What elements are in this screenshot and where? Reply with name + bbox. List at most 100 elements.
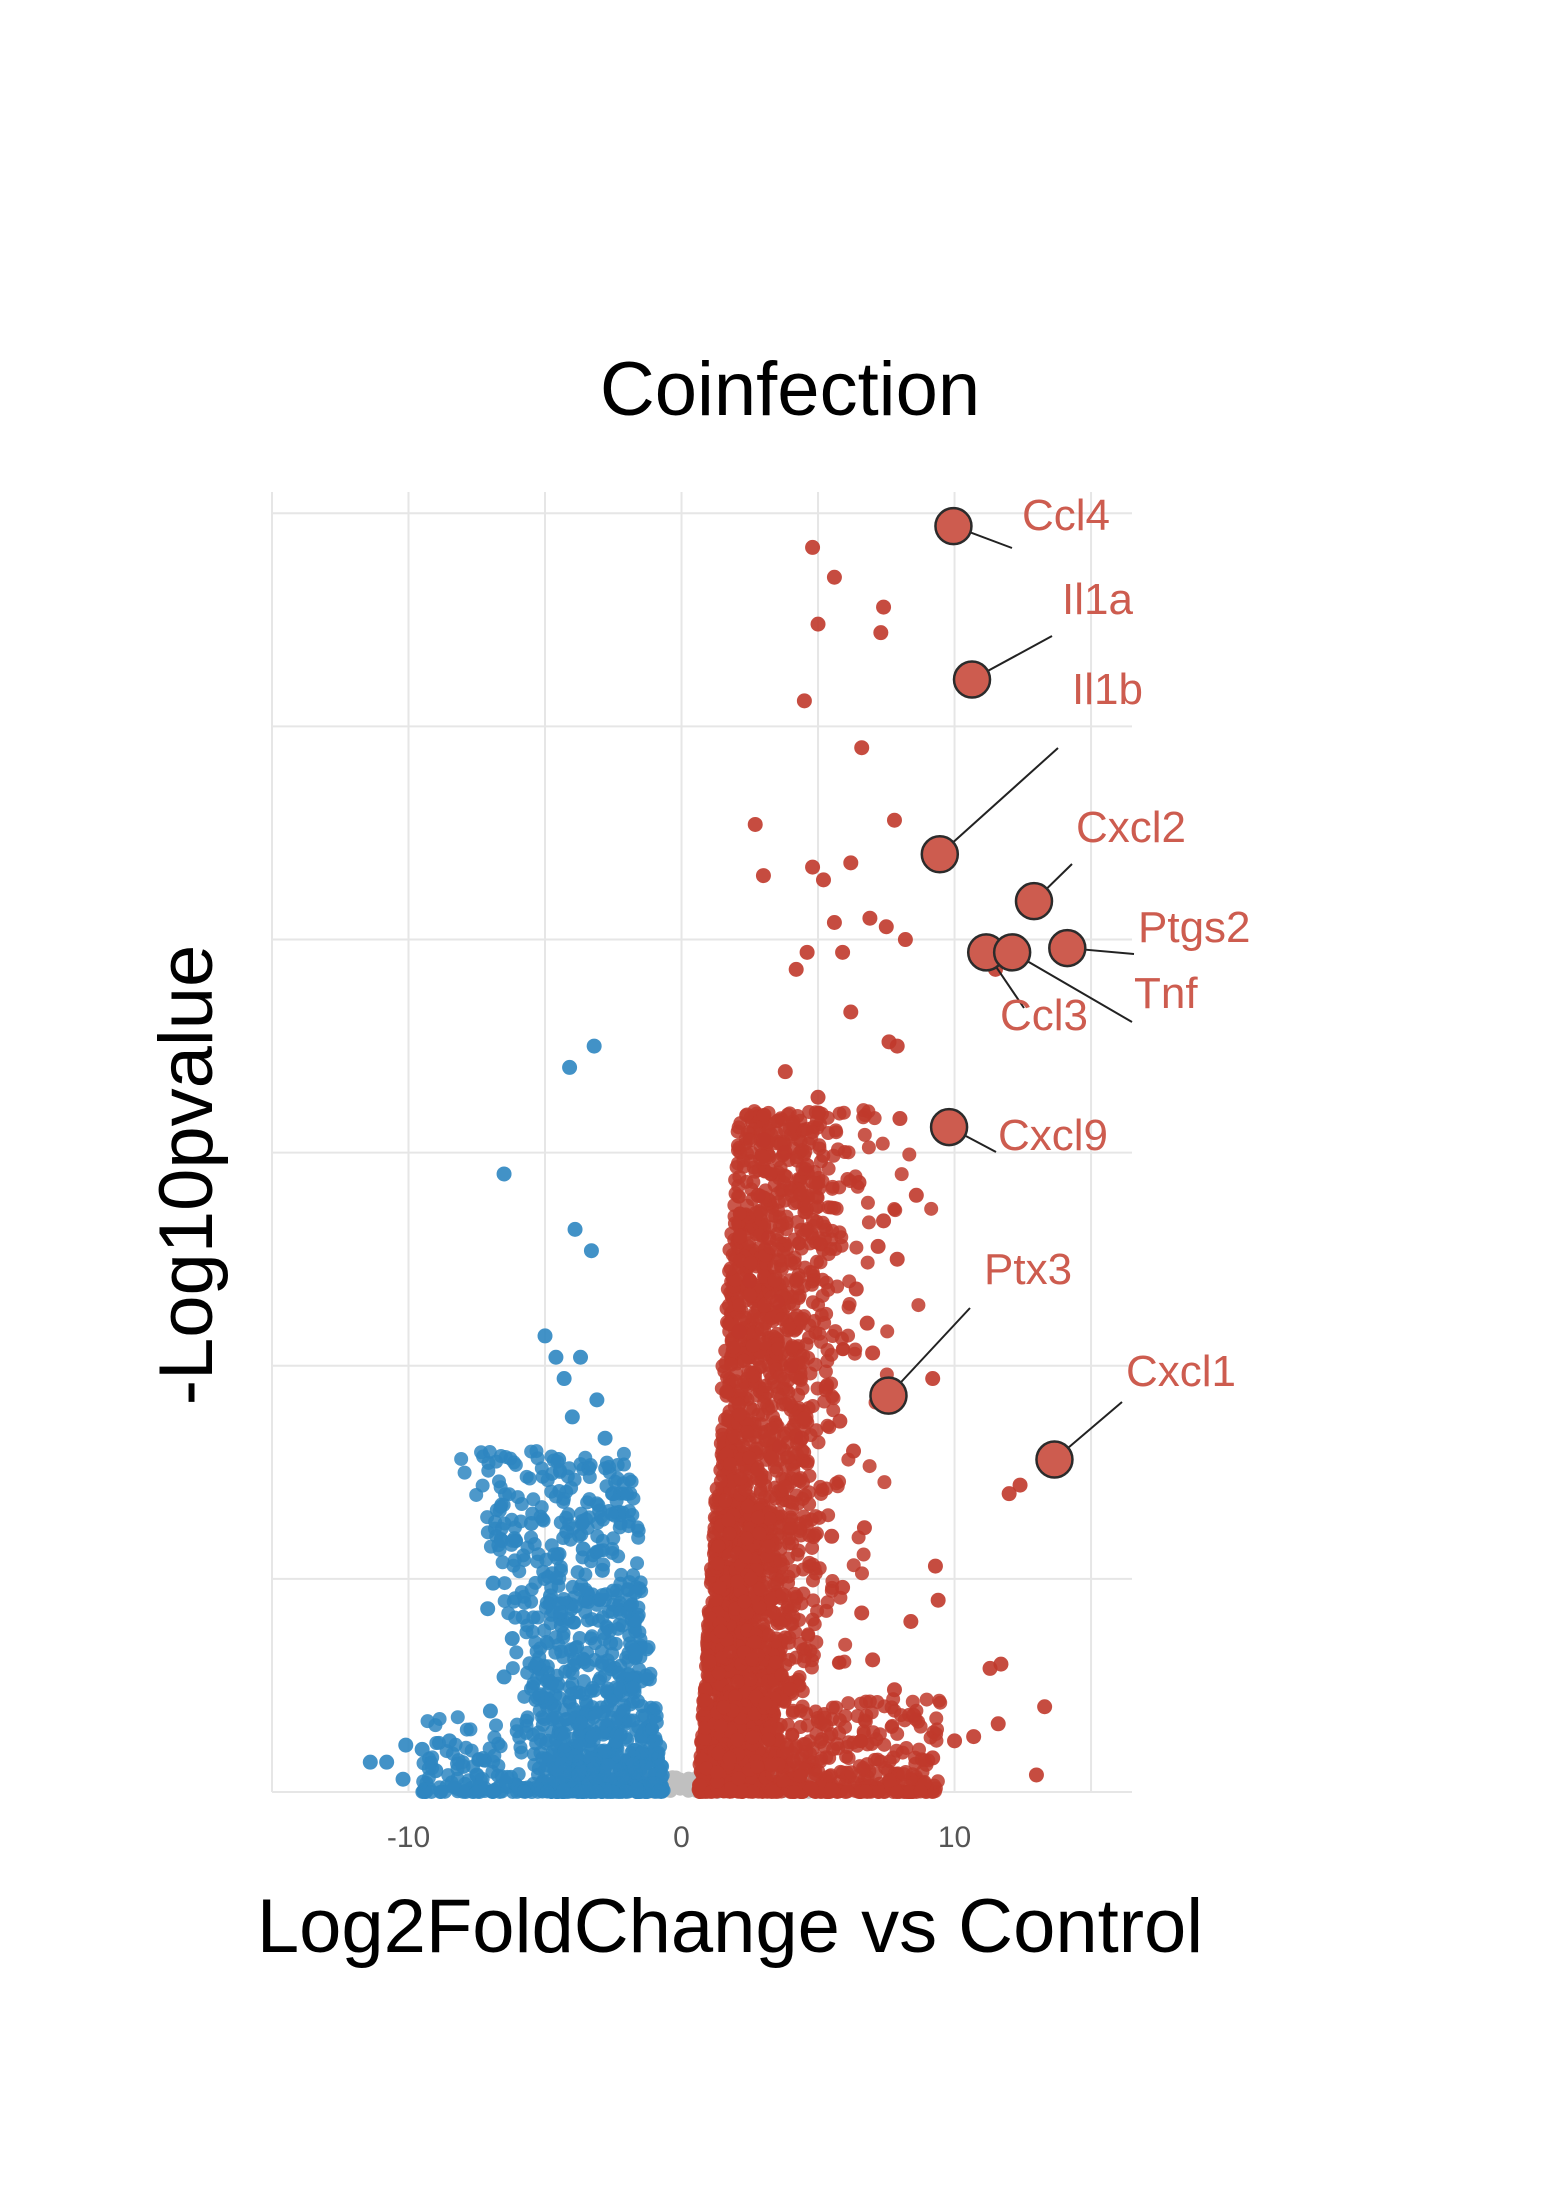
downregulated-point (530, 1691, 545, 1706)
downregulated-point (431, 1735, 446, 1750)
upregulated-point (796, 1654, 811, 1669)
upregulated-point (882, 1773, 897, 1788)
up-point (769, 1294, 785, 1310)
upregulated-point (861, 1215, 876, 1230)
downregulated-point (470, 1784, 485, 1799)
upregulated-point (820, 1418, 835, 1433)
downregulated-point (508, 1457, 523, 1472)
downregulated-point (528, 1635, 543, 1650)
downregulated-point (599, 1479, 614, 1494)
upregulated-point (723, 1261, 738, 1276)
upregulated-point (713, 1624, 728, 1639)
downregulated-point (605, 1545, 620, 1560)
gene-label: Ptx3 (984, 1245, 1072, 1294)
upregulated-point (836, 1341, 851, 1356)
upregulated-point (809, 1526, 824, 1541)
down-point (589, 1392, 605, 1408)
upregulated-point (790, 1215, 805, 1230)
downregulated-point (524, 1594, 539, 1609)
upregulated-point (753, 1582, 768, 1597)
downregulated-point (489, 1718, 504, 1733)
up-point (731, 1324, 747, 1340)
up-point (832, 1413, 848, 1429)
downregulated-point (584, 1612, 599, 1627)
upregulated-point (768, 1655, 783, 1670)
up-point (750, 1187, 766, 1203)
upregulated-point (771, 1194, 786, 1209)
upregulated-point (727, 1198, 742, 1213)
upregulated-point (858, 1784, 873, 1799)
upregulated-point (702, 1654, 717, 1669)
downregulated-point (524, 1530, 539, 1545)
upregulated-point (836, 1105, 851, 1120)
gene-label: Ptgs2 (1138, 903, 1251, 952)
downregulated-point (622, 1472, 637, 1487)
downregulated-point (585, 1761, 600, 1776)
upregulated-point (711, 1666, 726, 1681)
downregulated-point (628, 1765, 643, 1780)
upregulated-point (793, 1768, 808, 1783)
upregulated-point (838, 1720, 853, 1735)
up-point (1028, 1767, 1044, 1783)
downregulated-point (638, 1756, 653, 1771)
downregulated-point (609, 1493, 624, 1508)
up-point (826, 914, 842, 930)
downregulated-point (572, 1631, 587, 1646)
up-point (854, 740, 870, 756)
downregulated-point (454, 1451, 469, 1466)
up-point (755, 868, 771, 884)
downregulated-point (619, 1487, 634, 1502)
downregulated-point (572, 1737, 587, 1752)
upregulated-point (763, 1490, 778, 1505)
upregulated-point (733, 1313, 748, 1328)
upregulated-point (813, 1154, 828, 1169)
upregulated-point (762, 1430, 777, 1445)
downregulated-point (416, 1784, 431, 1799)
upregulated-point (887, 1202, 902, 1217)
upregulated-point (813, 1754, 828, 1769)
upregulated-point (911, 1298, 926, 1313)
downregulated-point (540, 1784, 555, 1799)
upregulated-point (930, 1774, 945, 1789)
upregulated-point (884, 1700, 899, 1715)
upregulated-point (716, 1700, 731, 1715)
downregulated-point (581, 1658, 596, 1673)
upregulated-point (692, 1777, 707, 1792)
upregulated-point (878, 1760, 893, 1775)
downregulated-point (616, 1446, 631, 1461)
downregulated-point (653, 1739, 668, 1754)
upregulated-point (813, 1237, 828, 1252)
upregulated-point (774, 1311, 789, 1326)
upregulated-point (776, 1773, 791, 1788)
upregulated-point (824, 1781, 839, 1796)
upregulated-point (791, 1236, 806, 1251)
highlighted-gene-point (952, 660, 992, 699)
downregulated-point (556, 1630, 571, 1645)
upregulated-point (740, 1499, 755, 1514)
upregulated-point (719, 1384, 734, 1399)
upregulated-point (860, 1195, 875, 1210)
upregulated-point (730, 1124, 745, 1139)
downregulated-point (648, 1701, 663, 1716)
upregulated-point (734, 1783, 749, 1798)
upregulated-point (809, 1189, 824, 1204)
downregulated-point (517, 1784, 532, 1799)
upregulated-point (718, 1493, 733, 1508)
upregulated-point (770, 1576, 785, 1591)
upregulated-point (741, 1364, 756, 1379)
downregulated-point (628, 1585, 643, 1600)
up-point (1001, 1486, 1017, 1502)
down-point (562, 1059, 578, 1075)
up-point (862, 910, 878, 926)
upregulated-point (915, 1765, 930, 1780)
upregulated-point (699, 1761, 714, 1776)
upregulated-point (722, 1526, 737, 1541)
upregulated-point (809, 1254, 824, 1269)
downregulated-point (556, 1591, 571, 1606)
up-point (755, 1132, 771, 1148)
up-point (908, 1187, 924, 1203)
downregulated-point (450, 1762, 465, 1777)
downregulated-point (498, 1449, 513, 1464)
upregulated-points (731, 539, 1053, 1783)
downregulated-point (626, 1568, 641, 1583)
